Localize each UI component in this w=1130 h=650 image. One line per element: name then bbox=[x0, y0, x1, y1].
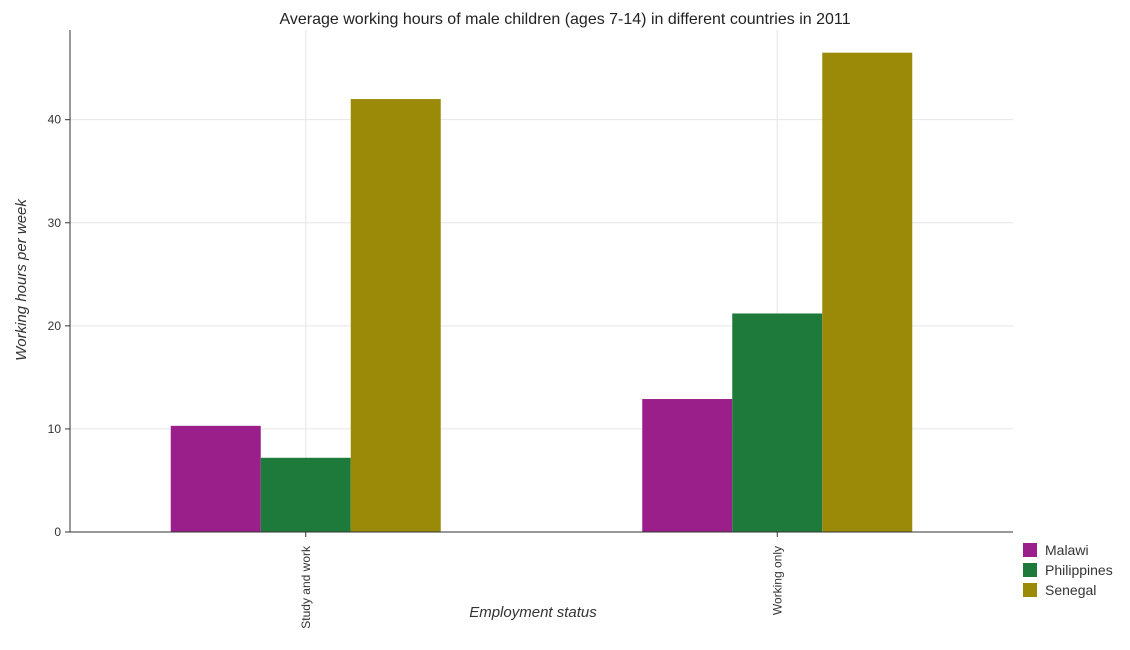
legend-swatch bbox=[1023, 583, 1037, 597]
y-tick-labels: 0 10 20 30 40 bbox=[48, 113, 70, 539]
y-axis-label: Working hours per week bbox=[13, 198, 30, 361]
bar-malawi-1 bbox=[642, 399, 733, 532]
y-tick-label: 30 bbox=[48, 216, 62, 230]
x-tick-labels: Study and work Working only bbox=[299, 532, 784, 629]
legend: Malawi Philippines Senegal bbox=[1023, 542, 1113, 598]
x-axis-label: Employment status bbox=[469, 604, 597, 621]
x-tick-label: Working only bbox=[770, 546, 784, 615]
x-tick-label: Study and work bbox=[299, 545, 313, 629]
bar-malawi-0 bbox=[170, 425, 261, 532]
y-tick-label: 10 bbox=[48, 422, 62, 436]
bar-senegal-0 bbox=[350, 99, 441, 532]
axes bbox=[69, 30, 1013, 533]
chart-title: Average working hours of male children (… bbox=[280, 11, 851, 28]
bar-senegal-1 bbox=[822, 52, 913, 533]
legend-swatch bbox=[1023, 563, 1037, 577]
bars bbox=[170, 52, 913, 533]
legend-swatch bbox=[1023, 543, 1037, 557]
y-tick-label: 40 bbox=[48, 113, 62, 127]
bar-philippines-0 bbox=[260, 457, 351, 532]
y-tick-label: 20 bbox=[48, 319, 62, 333]
bar-philippines-1 bbox=[732, 313, 823, 532]
legend-label: Malawi bbox=[1045, 542, 1089, 558]
legend-label: Philippines bbox=[1045, 562, 1113, 578]
legend-label: Senegal bbox=[1045, 582, 1096, 598]
y-tick-label: 0 bbox=[54, 525, 61, 539]
